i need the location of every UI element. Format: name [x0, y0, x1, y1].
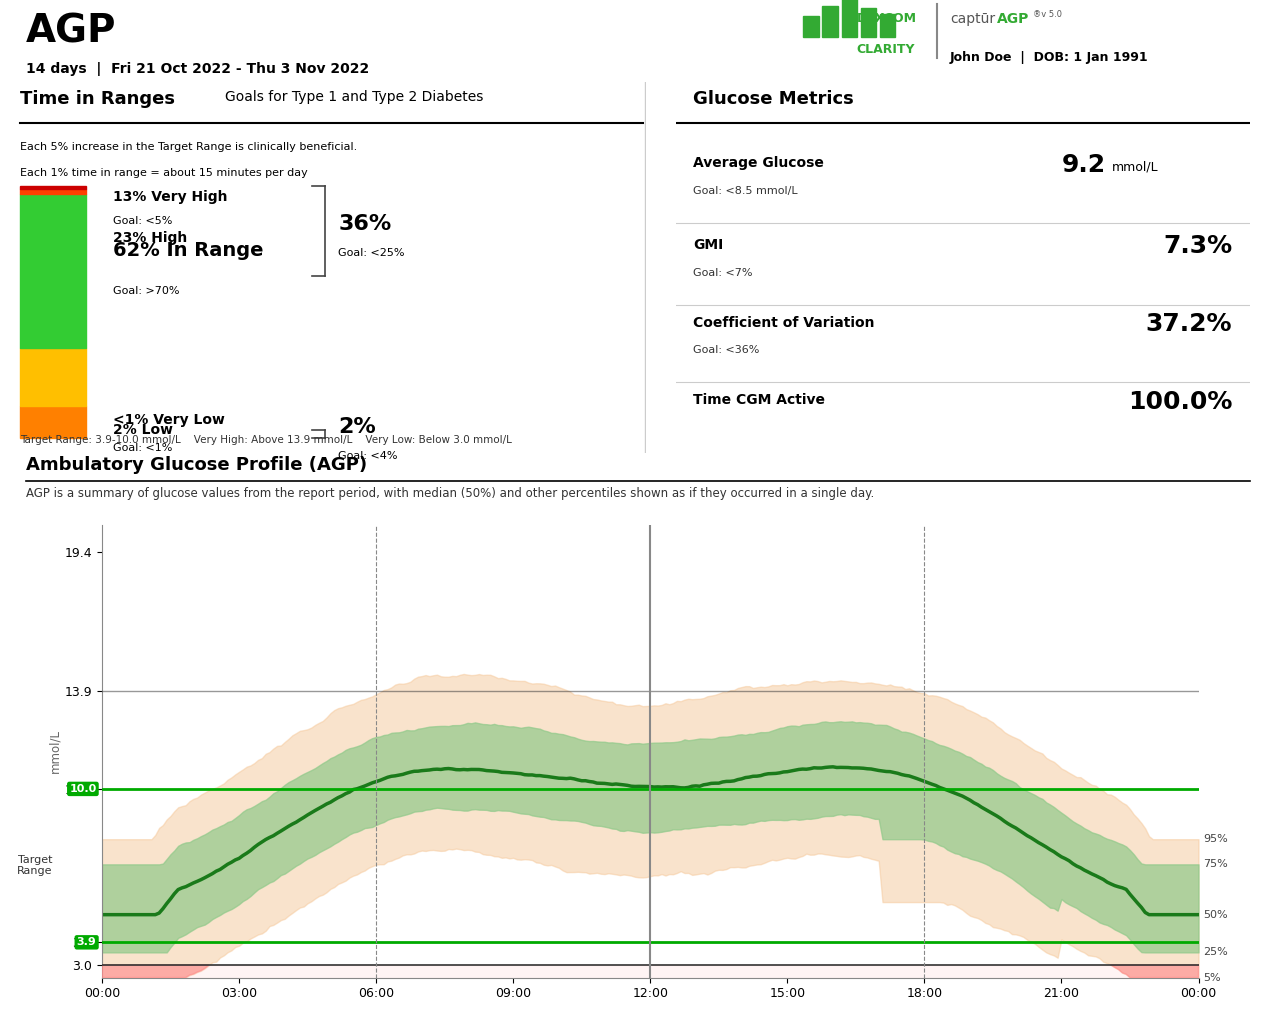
Text: AGP: AGP — [26, 12, 116, 50]
Text: 9.2: 9.2 — [1062, 152, 1105, 177]
Text: CLARITY: CLARITY — [857, 43, 915, 56]
Text: Target
Range: Target Range — [17, 855, 52, 877]
Text: Time in Ranges: Time in Ranges — [20, 90, 175, 108]
Text: 2%: 2% — [338, 417, 376, 436]
Text: 100.0%: 100.0% — [1128, 390, 1232, 414]
Bar — [20, 405, 87, 438]
Text: GMI: GMI — [694, 238, 723, 252]
Text: Goal: <36%: Goal: <36% — [694, 346, 760, 355]
Bar — [20, 193, 87, 348]
Text: Each 1% time in range = about 15 minutes per day: Each 1% time in range = about 15 minutes… — [20, 168, 307, 178]
Text: 7.3%: 7.3% — [1163, 235, 1232, 258]
Text: 14 days  |  Fri 21 Oct 2022 - Thu 3 Nov 2022: 14 days | Fri 21 Oct 2022 - Thu 3 Nov 20… — [26, 62, 368, 76]
Text: John Doe  |  DOB: 1 Jan 1991: John Doe | DOB: 1 Jan 1991 — [950, 51, 1149, 64]
Bar — [803, 16, 819, 37]
Text: Average Glucose: Average Glucose — [694, 156, 824, 171]
Text: 3.9: 3.9 — [76, 937, 97, 948]
Bar — [861, 8, 876, 37]
Text: 25%: 25% — [1204, 948, 1228, 957]
Text: Goal: >70%: Goal: >70% — [112, 286, 180, 295]
Text: 2% Low: 2% Low — [112, 423, 172, 437]
Text: Goal: <8.5 mmol/L: Goal: <8.5 mmol/L — [694, 186, 798, 197]
Bar — [20, 186, 87, 188]
Text: mmol/L: mmol/L — [1112, 161, 1159, 173]
Text: Time CGM Active: Time CGM Active — [694, 393, 825, 407]
Text: Goal: <5%: Goal: <5% — [112, 216, 172, 225]
Text: Ambulatory Glucose Profile (AGP): Ambulatory Glucose Profile (AGP) — [26, 456, 367, 473]
Bar — [842, 0, 857, 37]
Text: 75%: 75% — [1204, 859, 1228, 870]
Text: AGP is a summary of glucose values from the report period, with median (50%) and: AGP is a summary of glucose values from … — [26, 487, 873, 500]
Text: Coefficient of Variation: Coefficient of Variation — [694, 316, 875, 329]
Text: Goal: <25%: Goal: <25% — [338, 248, 404, 258]
Bar — [822, 6, 838, 37]
Text: Goal: <4%: Goal: <4% — [338, 452, 398, 461]
Y-axis label: mmol/L: mmol/L — [48, 730, 61, 773]
Text: <1% Very Low: <1% Very Low — [112, 414, 224, 427]
Text: DEXCOM: DEXCOM — [857, 12, 917, 26]
Text: Each 5% increase in the Target Range is clinically beneficial.: Each 5% increase in the Target Range is … — [20, 142, 357, 151]
Text: Goals for Type 1 and Type 2 Diabetes: Goals for Type 1 and Type 2 Diabetes — [226, 90, 483, 104]
Text: 36%: 36% — [338, 214, 391, 234]
Text: ®v 5.0: ®v 5.0 — [1033, 10, 1062, 19]
Text: AGP: AGP — [997, 12, 1029, 27]
Text: Goal: <7%: Goal: <7% — [694, 268, 752, 278]
Text: 23% High: 23% High — [112, 232, 187, 245]
Bar — [20, 188, 87, 193]
Text: 62% In Range: 62% In Range — [112, 241, 263, 260]
Text: captūr: captūr — [950, 12, 994, 27]
Text: 95%: 95% — [1204, 835, 1228, 844]
Text: Goal: <1%: Goal: <1% — [112, 442, 172, 453]
Text: 10.0: 10.0 — [69, 784, 97, 794]
Text: 37.2%: 37.2% — [1146, 312, 1232, 336]
Bar — [20, 348, 87, 405]
Text: 5%: 5% — [1204, 972, 1220, 983]
Text: Target Range: 3.9-10.0 mmol/L    Very High: Above 13.9 mmol/L    Very Low: Below: Target Range: 3.9-10.0 mmol/L Very High:… — [20, 435, 511, 446]
Text: 50%: 50% — [1204, 910, 1228, 920]
Text: 13% Very High: 13% Very High — [112, 189, 227, 204]
Text: Glucose Metrics: Glucose Metrics — [694, 90, 854, 108]
Bar — [880, 14, 895, 37]
